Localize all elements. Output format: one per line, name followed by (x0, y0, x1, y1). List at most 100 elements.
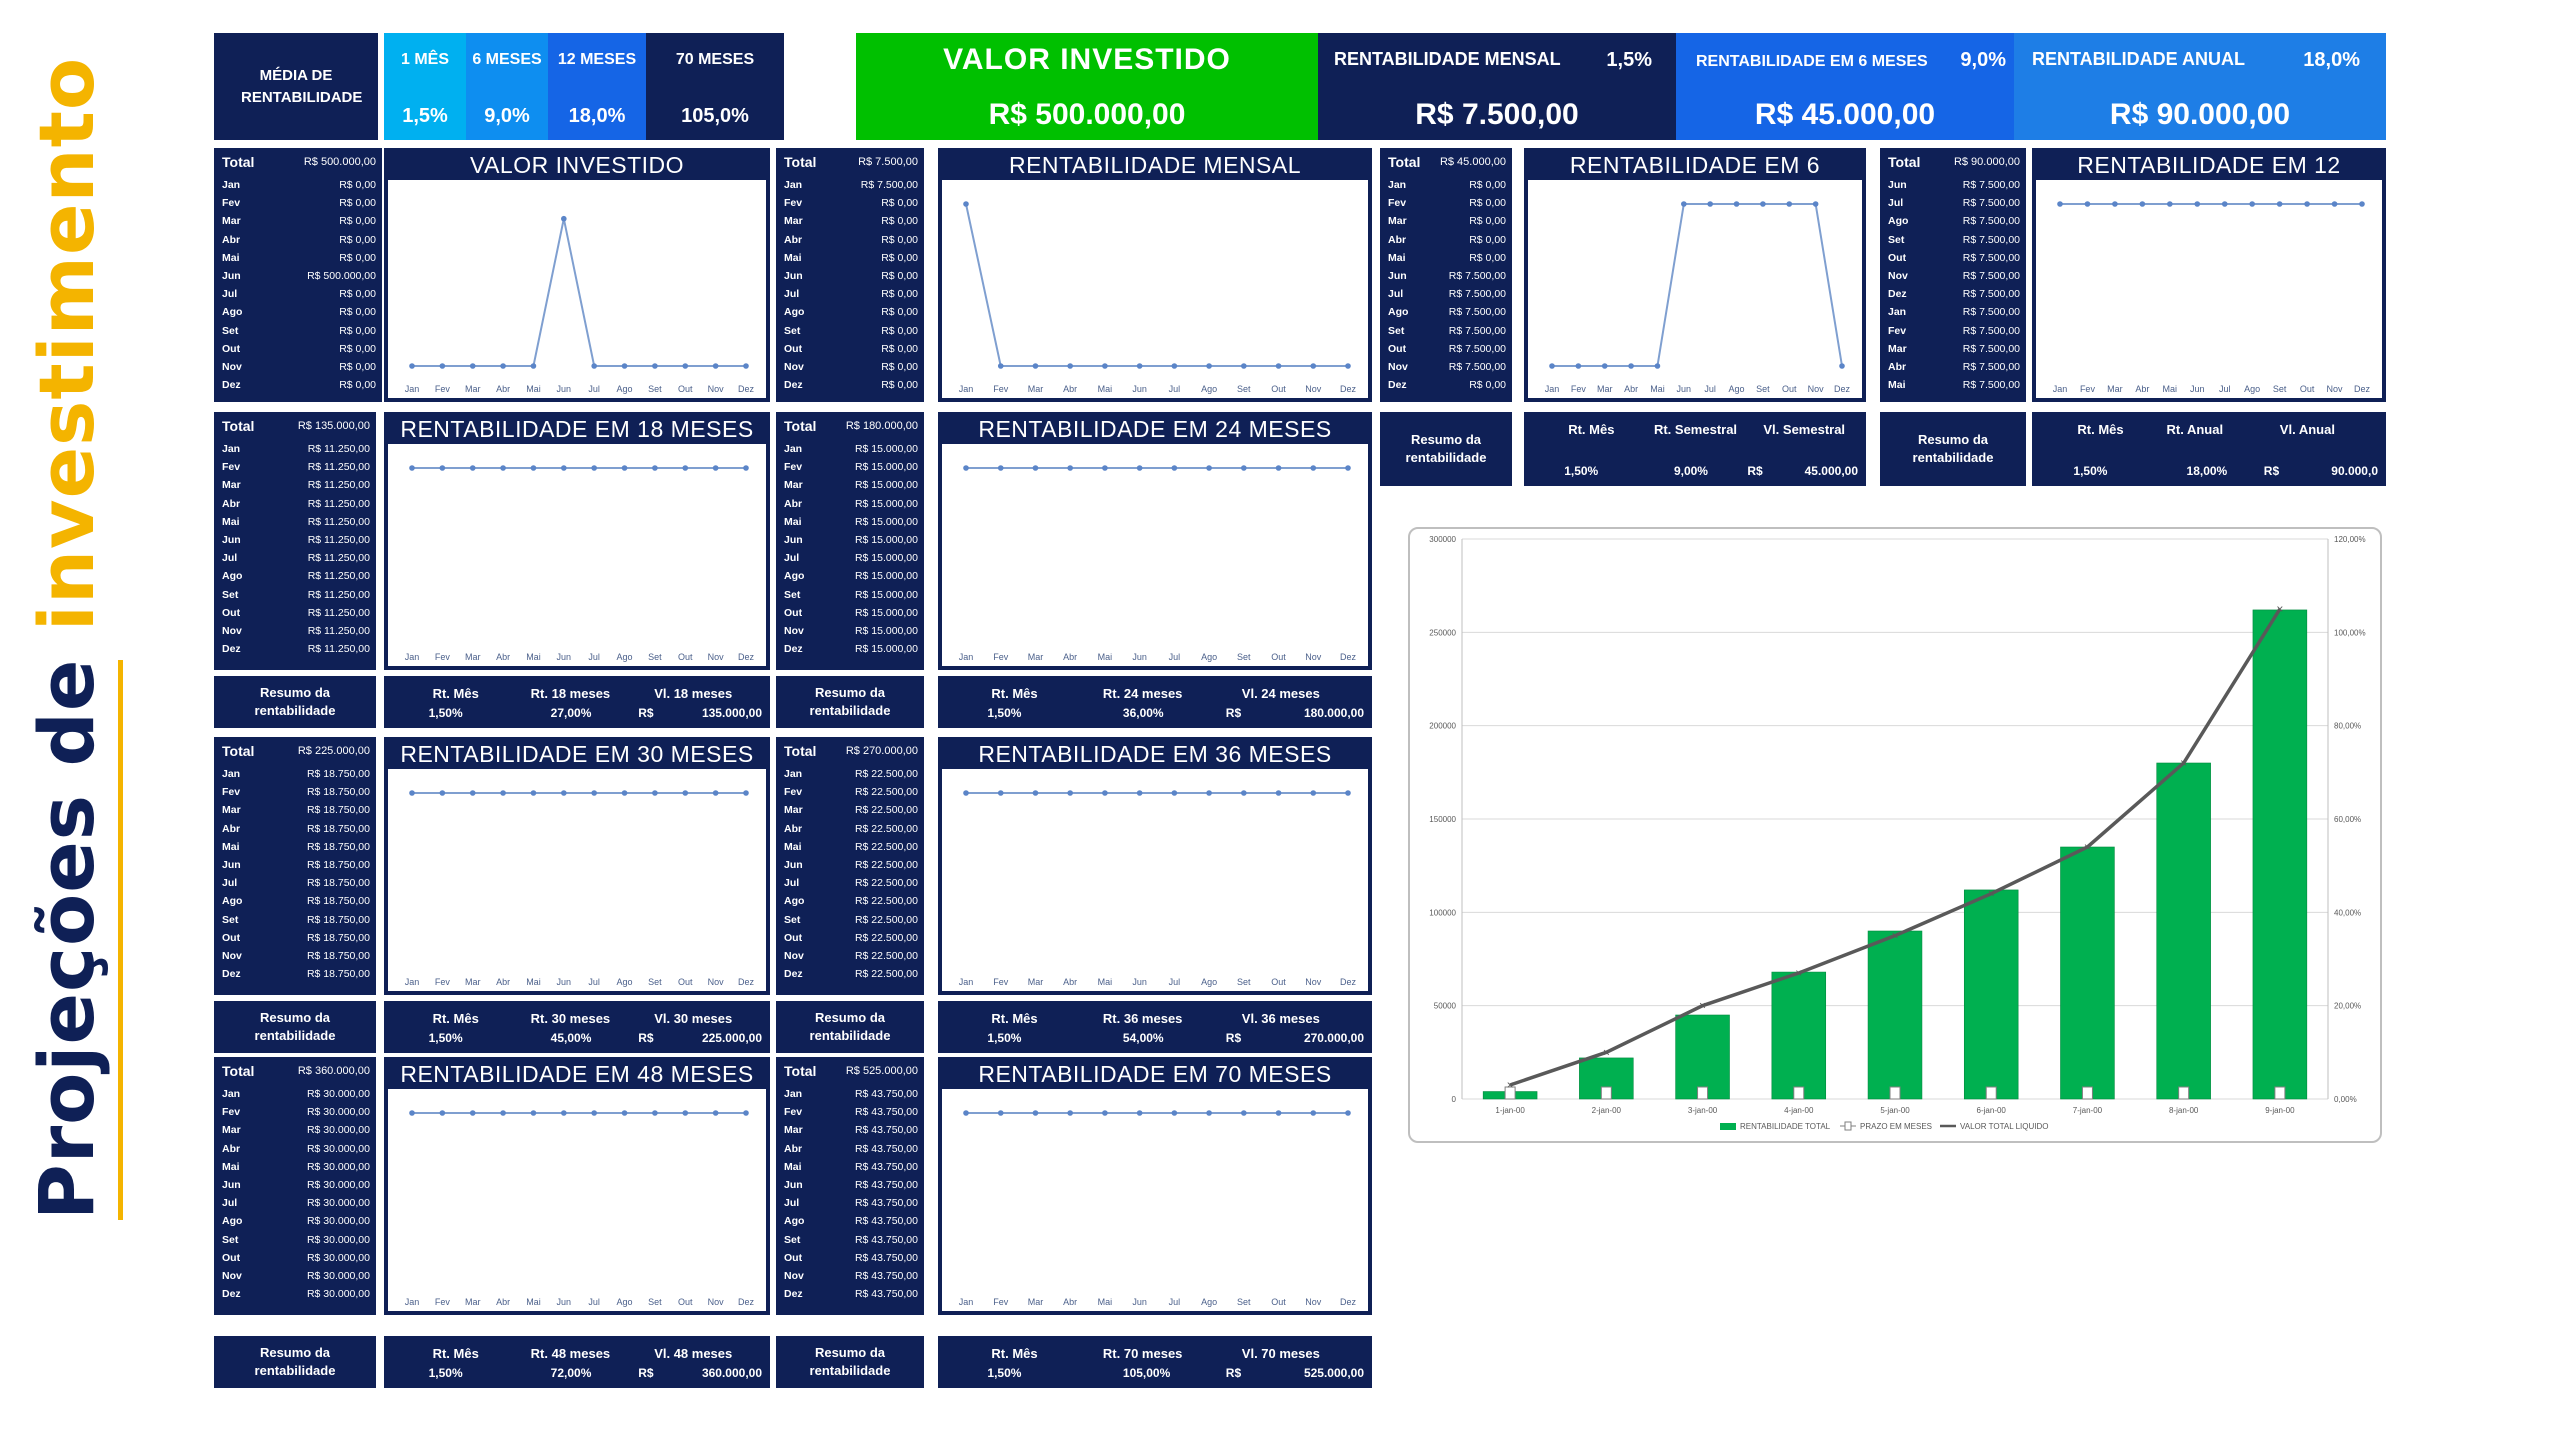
summary-header: Rt. 18 meses (530, 686, 611, 701)
total-value: R$ 525.000,00 (845, 1064, 918, 1077)
bar-rentabilidade-total (2060, 846, 2115, 1100)
x-tick-label: Abr (496, 384, 510, 394)
month-value: R$ 11.250,00 (307, 588, 370, 601)
data-point (561, 215, 567, 222)
table-row: Jun R$ 15.000,00 (784, 531, 918, 549)
x-tick-label: Mai (526, 652, 541, 662)
data-point (2167, 201, 2173, 207)
month-value: R$ 0,00 (881, 197, 918, 210)
x-tick-label: Jan (405, 977, 420, 987)
month-label: Ago (784, 570, 805, 583)
summary-value: 1,50% (428, 1366, 463, 1380)
month-value: R$ 15.000,00 (854, 606, 918, 619)
x-tick-label: Out (678, 652, 693, 662)
table-total-row: Total R$ 270.000,00 (784, 742, 918, 759)
summary-header: Rt. Semestral (1653, 422, 1738, 437)
table-row: Set R$ 30.000,00 (222, 1231, 370, 1249)
x-tick-label: Ago (1729, 384, 1745, 394)
data-point (621, 465, 628, 471)
table-row: Out R$ 43.750,00 (784, 1249, 918, 1267)
data-point (1310, 465, 1317, 471)
summary-label: Resumo da rentabilidade (1380, 412, 1512, 486)
month-label: Dez (1888, 288, 1907, 301)
total-label: Total (784, 742, 817, 759)
month-label: Dez (222, 1288, 241, 1301)
total-value: R$ 500.000,00 (303, 155, 376, 168)
month-table-0: Total R$ 500.000,00 Jan R$ 0,00 Fev R$ 0,00 Ma… (214, 148, 382, 402)
total-label: Total (222, 1062, 255, 1079)
summary-label-text: Resumo da rentabilidade (1405, 432, 1487, 465)
month-label: Mai (1888, 379, 1906, 392)
table-row: Ago R$ 15.000,00 (784, 567, 918, 585)
month-value: R$ 7.500,00 (1962, 379, 2020, 392)
summary-value: 225.000,00 (701, 1031, 762, 1045)
data-point (743, 465, 749, 471)
x-tick-label: Dez (738, 977, 755, 987)
summary-box-4: Rt. Mês Rt. 30 meses Vl. 30 meses 1,50% 45,0… (384, 1001, 770, 1053)
table-row: Dez R$ 15.000,00 (784, 640, 918, 658)
month-value: R$ 15.000,00 (854, 515, 918, 528)
month-label: Out (222, 606, 241, 619)
month-value: R$ 18.750,00 (306, 840, 370, 853)
month-label: Set (222, 1233, 239, 1246)
month-label: Abr (1388, 233, 1407, 246)
data-point (1733, 201, 1740, 207)
month-label: Abr (784, 497, 803, 510)
combo-chart-svg: 0 50000 100000 150000 200000 250000 300000 0,00… (1429, 535, 2366, 1131)
x-tick-label: Mai (526, 977, 541, 987)
data-point (591, 363, 597, 369)
panel-title: RENTABILIDADE MENSAL (1008, 152, 1302, 178)
table-row: Jan R$ 0,00 (1388, 176, 1506, 194)
data-point (1032, 363, 1039, 369)
x-tick-label: Mai (1098, 384, 1113, 394)
data-point (1206, 363, 1212, 369)
data-point (963, 201, 969, 207)
table-row: Ago R$ 7.500,00 (1888, 212, 2020, 230)
summary-header: Rt. Mês (991, 686, 1038, 701)
y-right-tick-label: 0,00% (2334, 1095, 2357, 1104)
y-right-tick-label: 100,00% (2334, 628, 2366, 637)
summary-header: Rt. Mês (991, 1346, 1038, 1361)
rentabilidade-6-meses-card: RENTABILIDADE EM 6 MESES 9,0% R$ 45.000,… (1676, 33, 2014, 140)
month-label: Abr (1888, 360, 1907, 373)
month-value: R$ 11.250,00 (307, 606, 370, 619)
marker-prazo-em-meses (1889, 1086, 1901, 1100)
table-row: Set R$ 43.750,00 (784, 1231, 918, 1249)
summary-header: Vl. 30 meses (654, 1011, 733, 1026)
summary-header: Vl. 24 meses (1241, 686, 1320, 701)
x-tick-label: Jan (405, 652, 420, 662)
y-right-tick-label: 20,00% (2334, 1002, 2361, 1011)
summary-label-text: Resumo da rentabilidade (254, 685, 336, 718)
data-point (1136, 1110, 1143, 1116)
line-point-marker: × (1603, 1045, 1610, 1059)
data-point (1136, 790, 1143, 796)
table-row: Mar R$ 18.750,00 (222, 801, 370, 819)
table-row: Jan R$ 15.000,00 (784, 440, 918, 458)
month-value: R$ 0,00 (1469, 197, 1506, 210)
summary-value: 27,00% (550, 706, 592, 720)
line-point-marker: × (1891, 929, 1898, 943)
line-point-marker: × (1988, 887, 1995, 901)
month-label: Out (784, 606, 803, 619)
month-value: R$ 0,00 (881, 251, 918, 264)
data-point (530, 363, 537, 369)
summary-header: Vl. 48 meses (654, 1346, 733, 1361)
month-label: Mai (222, 515, 240, 528)
x-tick-label: 4-jan-00 (1784, 1106, 1814, 1115)
total-value: R$ 135.000,00 (297, 419, 370, 432)
summary-header: Rt. 24 meses (1102, 686, 1183, 701)
month-value: R$ 0,00 (1469, 233, 1506, 246)
x-tick-label: Out (1271, 977, 1286, 987)
x-tick-label: Set (1237, 1297, 1251, 1307)
x-tick-label: Out (1271, 652, 1286, 662)
data-point (1171, 790, 1178, 796)
data-point (561, 790, 567, 796)
total-label: Total (1388, 153, 1421, 170)
marker-prazo-em-meses (1504, 1086, 1516, 1100)
table-row: Dez R$ 43.750,00 (784, 1285, 918, 1303)
month-value: R$ 0,00 (339, 179, 376, 192)
table-row: Out R$ 7.500,00 (1388, 340, 1506, 358)
data-point (652, 363, 658, 369)
data-point (743, 1110, 749, 1116)
data-point (1310, 1110, 1317, 1116)
